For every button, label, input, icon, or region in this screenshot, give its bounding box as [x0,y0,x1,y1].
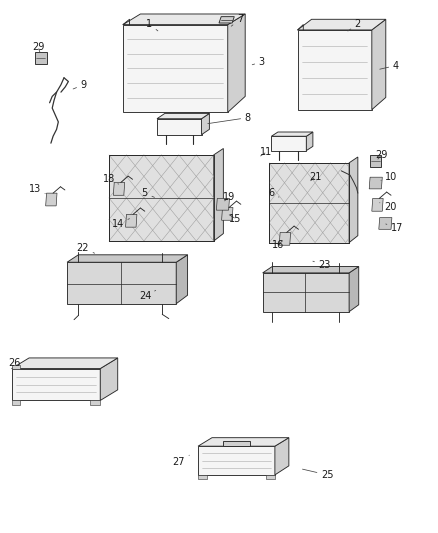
Polygon shape [46,193,57,206]
Polygon shape [222,207,233,220]
Text: 13: 13 [28,184,45,195]
Text: 23: 23 [313,261,331,270]
Text: 6: 6 [268,188,279,198]
Polygon shape [198,475,207,479]
Text: 25: 25 [303,469,333,480]
Polygon shape [198,446,275,475]
Text: 18: 18 [103,174,119,184]
Polygon shape [272,132,313,136]
Text: 29: 29 [375,150,388,160]
Polygon shape [201,114,209,135]
Polygon shape [372,198,383,211]
Polygon shape [263,273,349,312]
Text: 21: 21 [309,172,321,182]
Text: 20: 20 [380,202,396,212]
Polygon shape [35,52,46,64]
Text: 22: 22 [77,243,95,253]
Text: 17: 17 [386,223,403,233]
Polygon shape [275,438,289,475]
Text: 14: 14 [112,219,130,229]
Text: 27: 27 [173,455,189,467]
Text: 19: 19 [223,192,235,203]
Text: 15: 15 [229,214,242,224]
Polygon shape [349,266,359,312]
Text: 11: 11 [260,147,272,157]
Text: 8: 8 [208,112,251,124]
Text: 7: 7 [231,14,243,26]
Polygon shape [12,365,20,368]
Polygon shape [228,14,245,112]
Polygon shape [369,177,382,189]
Text: 1: 1 [146,19,158,31]
Text: 10: 10 [381,172,398,182]
Polygon shape [279,232,290,245]
Polygon shape [12,400,20,405]
Polygon shape [349,157,358,243]
Polygon shape [176,255,187,304]
Polygon shape [67,255,187,262]
Polygon shape [100,358,118,400]
Polygon shape [272,136,306,151]
Polygon shape [113,182,125,195]
Polygon shape [67,262,176,304]
Polygon shape [198,438,289,446]
Polygon shape [123,25,228,112]
Polygon shape [123,14,245,25]
Polygon shape [306,132,313,151]
Text: 2: 2 [348,19,361,31]
Polygon shape [109,155,214,241]
Polygon shape [263,266,359,273]
Text: 9: 9 [73,80,87,90]
Text: 4: 4 [380,61,399,70]
Polygon shape [214,149,223,241]
Text: 3: 3 [252,57,265,67]
Text: 26: 26 [8,358,25,369]
Text: 24: 24 [139,290,155,301]
Polygon shape [266,475,275,479]
Polygon shape [379,217,392,229]
Polygon shape [297,19,386,30]
Polygon shape [157,114,209,119]
Text: 16: 16 [272,240,284,250]
Polygon shape [372,19,386,110]
Polygon shape [370,156,381,167]
Text: 29: 29 [32,43,44,52]
Text: 5: 5 [141,188,155,198]
Polygon shape [269,163,349,243]
Polygon shape [90,400,100,405]
Polygon shape [297,30,372,110]
Polygon shape [219,17,234,23]
Polygon shape [223,441,250,446]
Polygon shape [216,198,230,210]
Polygon shape [126,214,137,227]
Polygon shape [12,368,100,400]
Polygon shape [12,358,118,368]
Polygon shape [157,119,201,135]
